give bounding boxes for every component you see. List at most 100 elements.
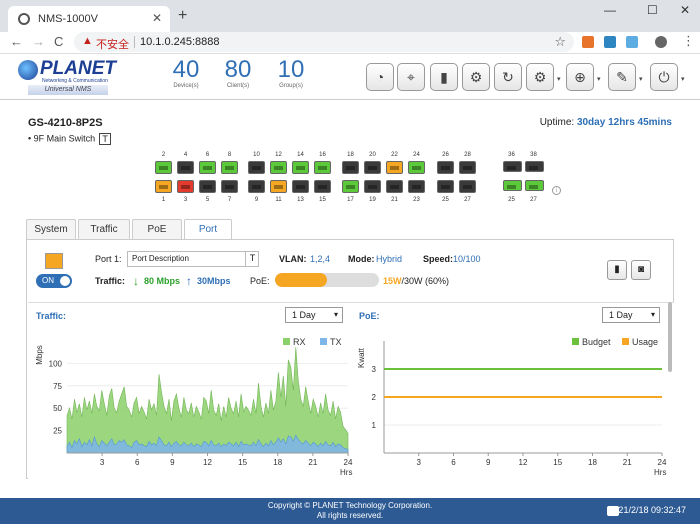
traffic-down-value: 80 Mbps (144, 276, 181, 286)
bottom-port-9[interactable] (248, 180, 265, 193)
minimize-icon[interactable]: — (604, 3, 616, 17)
tab-close-icon[interactable]: ✕ (151, 11, 162, 25)
poe-x-tick: 6 (451, 458, 456, 467)
top-port-18[interactable] (342, 161, 359, 174)
bottom-port-23[interactable] (408, 180, 425, 193)
url-field[interactable]: ▲ 不安全 10.1.0.245:8888 ☆ (74, 32, 574, 52)
screenshot-extension-icon[interactable] (626, 36, 638, 48)
bottom-port-19[interactable] (364, 180, 381, 193)
legend-rx-label: RX (293, 337, 306, 347)
top-port-36[interactable] (503, 161, 522, 172)
close-window-icon[interactable]: ✕ (680, 3, 691, 17)
bottom-port-25[interactable] (437, 180, 454, 193)
language-dropdown-icon[interactable]: ▾ (597, 76, 601, 83)
top-port-4[interactable] (177, 161, 194, 174)
bottom-port-1[interactable] (155, 180, 172, 193)
poe-bar-fill (275, 273, 327, 287)
top-port-26[interactable] (437, 161, 454, 174)
url-text[interactable]: 10.1.0.245:8888 (140, 36, 220, 48)
tab-traffic[interactable]: Traffic (78, 219, 130, 239)
tab-port[interactable]: Port (184, 219, 232, 240)
bottom-port-21[interactable] (386, 180, 403, 193)
camera-icon-button[interactable]: ◙ (631, 260, 651, 280)
globe-icon: ⊕ (574, 69, 586, 85)
top-port-10[interactable] (248, 161, 265, 174)
maximize-icon[interactable]: ☐ (647, 3, 658, 17)
language-button[interactable]: ⊕ (566, 63, 594, 91)
bottom-port-27[interactable] (459, 180, 476, 193)
bottom-port-15[interactable] (314, 180, 331, 193)
statistics-button[interactable]: ▮ (430, 63, 458, 91)
top-port-label: 36 (508, 152, 515, 158)
scrollbar[interactable] (668, 302, 672, 372)
port-toggle[interactable]: ON (36, 274, 72, 288)
device-count[interactable]: 40 Device(s) (166, 57, 206, 90)
top-port-8[interactable] (221, 161, 238, 174)
bottom-port-label: 1 (161, 197, 166, 203)
refresh-button[interactable]: ↻ (494, 63, 522, 91)
tools-dropdown-icon[interactable]: ▾ (639, 76, 643, 83)
edit-description-button[interactable]: T (245, 251, 259, 267)
wrench-icon: ✎ (616, 69, 628, 85)
bottom-port-25[interactable] (503, 180, 522, 191)
port-description-input[interactable]: Port Description (127, 251, 259, 267)
bottom-port-13[interactable] (292, 180, 309, 193)
poe-range-select[interactable]: 1 Day (602, 307, 660, 323)
traffic-x-tick: 15 (238, 458, 247, 467)
info-icon[interactable]: i (552, 186, 561, 195)
power-dropdown-icon[interactable]: ▾ (681, 76, 685, 83)
top-port-2[interactable] (155, 161, 172, 174)
forward-icon[interactable]: → (32, 34, 45, 49)
group-count-label: Group(s) (279, 83, 303, 89)
bottom-port-7[interactable] (221, 180, 238, 193)
message-icon[interactable] (607, 506, 619, 516)
reload-icon[interactable]: C (54, 34, 64, 49)
uptime: Uptime: 30day 12hrs 45mins (540, 117, 672, 128)
browser-tab[interactable]: NMS-1000V ✕ (8, 6, 170, 32)
top-port-label: 38 (530, 152, 537, 158)
tab-poe[interactable]: PoE (132, 219, 182, 239)
back-icon[interactable]: ← (10, 34, 23, 49)
rss-extension-icon[interactable] (582, 36, 594, 48)
top-port-14[interactable] (292, 161, 309, 174)
bottom-port-5[interactable] (199, 180, 216, 193)
top-port-22[interactable] (386, 161, 403, 174)
profile-icon[interactable] (655, 36, 667, 48)
security-label[interactable]: 不安全 (96, 39, 129, 51)
planet-logo[interactable]: PLANET Networking & Communication Univer… (18, 58, 116, 96)
traffic-y-tick: 100 (49, 359, 63, 368)
top-port-28[interactable] (459, 161, 476, 174)
top-port-12[interactable] (270, 161, 287, 174)
poe-chart-title: PoE: (359, 311, 380, 321)
settings-dropdown-icon[interactable]: ▾ (557, 76, 561, 83)
new-tab-button[interactable]: + (178, 7, 188, 24)
extension-icon[interactable] (604, 36, 616, 48)
top-port-38[interactable] (525, 161, 544, 172)
statistics-icon-button[interactable]: ▮ (607, 260, 627, 280)
dashboard-icon: ◔ (375, 69, 385, 85)
top-port-6[interactable] (199, 161, 216, 174)
group-count[interactable]: 10 Group(s) (271, 57, 311, 90)
bottom-port-17[interactable] (342, 180, 359, 193)
traffic-series-tx (66, 434, 349, 454)
location-button[interactable]: ⌖ (397, 63, 425, 91)
power-button[interactable]: ⏻ (650, 63, 678, 91)
top-port-16[interactable] (314, 161, 331, 174)
top-port-20[interactable] (364, 161, 381, 174)
bottom-port-27[interactable] (525, 180, 544, 191)
tools-button[interactable]: ✎ (608, 63, 636, 91)
settings-button[interactable]: ⚙ (526, 63, 554, 91)
star-icon[interactable]: ☆ (554, 34, 566, 49)
traffic-range-select[interactable]: 1 Day (285, 307, 343, 323)
device-button[interactable]: ⚙ (462, 63, 490, 91)
tab-system[interactable]: System (26, 219, 76, 239)
bottom-port-11[interactable] (270, 180, 287, 193)
client-count[interactable]: 80 Client(s) (218, 57, 258, 90)
logo-word: PLANET (40, 58, 116, 79)
dashboard-button[interactable]: ◔ (366, 63, 394, 91)
top-port-label: 8 (227, 152, 232, 158)
bottom-port-3[interactable] (177, 180, 194, 193)
top-port-24[interactable] (408, 161, 425, 174)
menu-icon[interactable]: ⋮ (682, 33, 695, 48)
edit-location-button[interactable]: T (99, 133, 112, 145)
